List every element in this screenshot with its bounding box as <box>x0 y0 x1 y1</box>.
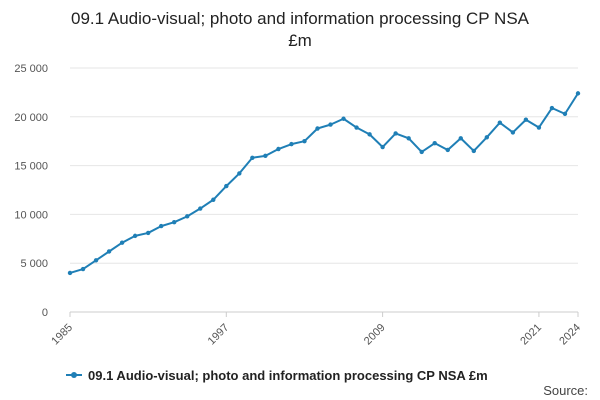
y-tick-label: 25 000 <box>14 63 48 75</box>
data-point[interactable] <box>393 131 398 136</box>
data-point[interactable] <box>549 105 555 111</box>
chart-title: 09.1 Audio-visual; photo and information… <box>0 8 600 52</box>
axes <box>69 311 579 317</box>
data-point[interactable] <box>185 214 190 219</box>
data-point[interactable] <box>328 122 333 127</box>
x-tick-label: 2021 <box>518 322 544 348</box>
y-tick-label: 15 000 <box>14 161 48 173</box>
data-point[interactable] <box>497 120 503 125</box>
data-point[interactable] <box>302 139 307 144</box>
data-point[interactable] <box>198 206 203 211</box>
data-point[interactable] <box>80 266 86 272</box>
data-point[interactable] <box>354 125 359 130</box>
data-point[interactable] <box>419 149 424 155</box>
x-tick-label: 1997 <box>206 322 232 348</box>
y-tick-label: 5 000 <box>20 258 48 270</box>
data-point[interactable] <box>132 233 138 239</box>
x-tick-label: 1985 <box>49 322 75 348</box>
data-point[interactable] <box>237 171 242 176</box>
legend-marker-icon <box>66 370 82 380</box>
data-point[interactable] <box>523 117 529 122</box>
tick-labels: 0 5 000 10 000 15 000 20 000 25 000 1985 1997 20… <box>14 63 583 347</box>
data-point[interactable] <box>67 270 73 276</box>
data-point[interactable] <box>510 130 516 135</box>
data-point[interactable] <box>158 223 164 229</box>
data-point[interactable] <box>406 136 411 141</box>
data-point[interactable] <box>484 135 490 140</box>
data-point[interactable] <box>172 220 177 225</box>
y-tick-label: 0 <box>42 307 48 319</box>
chart-title-line-2: £m <box>288 31 312 50</box>
y-tick-label: 10 000 <box>14 209 48 221</box>
data-point[interactable] <box>562 111 568 117</box>
data-point[interactable] <box>289 141 294 147</box>
series <box>67 91 581 276</box>
source-link[interactable]: Source: <box>543 383 588 398</box>
legend[interactable]: 09.1 Audio-visual; photo and information… <box>66 366 488 384</box>
data-point[interactable] <box>471 148 476 154</box>
y-tick-label: 20 000 <box>14 112 48 124</box>
chart-title-line-1: 09.1 Audio-visual; photo and information… <box>70 9 529 28</box>
data-point[interactable] <box>119 240 125 245</box>
data-point[interactable] <box>432 140 437 146</box>
data-point[interactable] <box>263 153 268 159</box>
data-point[interactable] <box>575 91 581 96</box>
legend-label: 09.1 Audio-visual; photo and information… <box>88 367 488 383</box>
data-point[interactable] <box>341 116 346 121</box>
gridlines <box>70 67 578 264</box>
series-line <box>69 92 579 274</box>
data-point[interactable] <box>93 258 99 263</box>
data-point[interactable] <box>145 230 151 236</box>
data-point[interactable] <box>315 126 320 131</box>
data-point[interactable] <box>367 132 372 137</box>
data-point[interactable] <box>224 183 229 189</box>
data-point[interactable] <box>106 249 112 254</box>
data-point[interactable] <box>276 146 281 152</box>
data-point[interactable] <box>250 155 255 160</box>
x-tick-label: 2009 <box>362 322 388 348</box>
data-point[interactable] <box>211 197 216 202</box>
data-point[interactable] <box>536 125 542 130</box>
x-tick-label: 2024 <box>557 322 583 348</box>
data-point[interactable] <box>445 147 450 153</box>
data-point[interactable] <box>458 136 463 141</box>
data-point[interactable] <box>380 144 385 150</box>
